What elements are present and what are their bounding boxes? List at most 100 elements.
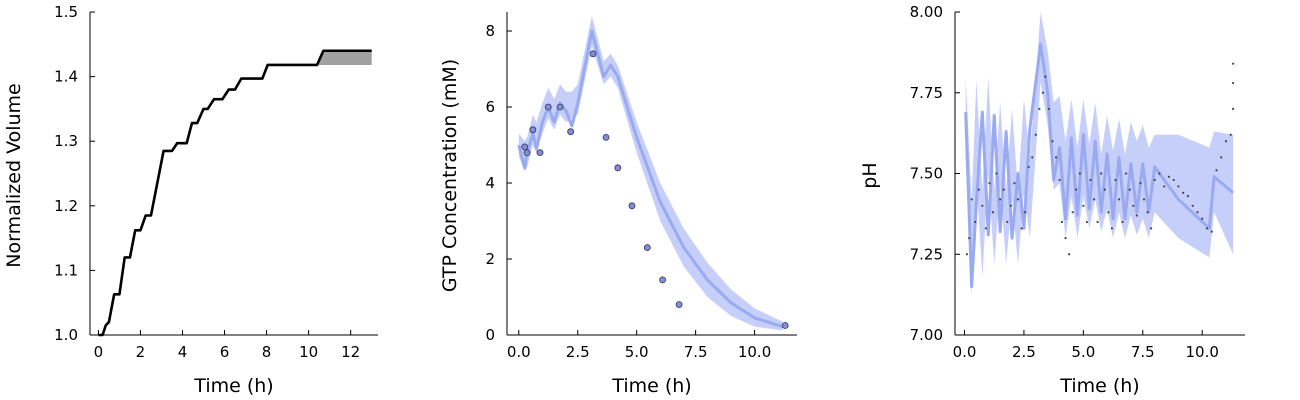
y-tick-label: 8.00 [910, 3, 943, 21]
data-point [1158, 172, 1161, 175]
data-point [1224, 140, 1228, 143]
data-point [1125, 172, 1128, 175]
x-tick-label: 0 [94, 343, 104, 361]
x-axis-title: Time (h) [611, 375, 691, 397]
data-point [1229, 133, 1232, 136]
data-point [1047, 107, 1050, 110]
series-line [517, 29, 784, 329]
data-point [1041, 91, 1045, 94]
data-point [1024, 211, 1027, 214]
data-point [781, 322, 789, 329]
data-point [1220, 156, 1223, 159]
data-point [1135, 214, 1138, 217]
data-point [1182, 191, 1185, 194]
data-point [659, 276, 667, 284]
data-point [1146, 211, 1149, 214]
x-axis-title: Time (h) [1059, 375, 1139, 397]
y-tick-label: 8 [485, 22, 495, 40]
data-point [1044, 75, 1047, 78]
x-tick-label: 0.0 [507, 343, 531, 361]
data-point [675, 301, 683, 309]
data-point [1172, 178, 1175, 182]
y-tick-label: 1.2 [54, 197, 78, 215]
y-tick-label: 1.1 [54, 261, 78, 279]
x-tick-label: 2.5 [566, 343, 590, 361]
data-point [1016, 198, 1020, 201]
chart-volume: 0 2 4 6 8 10 12 1.0 1.1 1.2 1.3 1.4 1.5 Time (h) Norma… [3, 3, 378, 397]
x-tick-label: 0.0 [953, 343, 977, 361]
chart-gtp: 0.0 2.5 5.0 7.5 10.0 0 2 4 6 8 Time (h) GTP Concent… [439, 12, 797, 397]
data-point [523, 149, 531, 157]
data-point [1092, 198, 1096, 201]
data-point [1089, 178, 1092, 182]
data-point [1006, 220, 1009, 224]
y-axis-title: GTP Concentration (mM) [439, 59, 461, 292]
series-line [964, 42, 1235, 289]
data-point [1054, 156, 1058, 159]
x-tick-label: 4 [178, 343, 188, 361]
x-tick-label: 10.0 [738, 343, 771, 361]
y-tick-label: 0 [485, 326, 495, 344]
data-point [1191, 204, 1194, 207]
data-point [1078, 172, 1081, 175]
data-point [589, 50, 597, 58]
x-tick-label: 5.0 [625, 343, 649, 361]
data-point [1071, 211, 1074, 214]
data-point [1038, 107, 1041, 110]
data-point [1075, 188, 1078, 191]
data-point [614, 164, 622, 172]
data-point [1210, 230, 1213, 233]
y-tick-label: 1.4 [54, 68, 78, 86]
data-point [1114, 178, 1117, 182]
data-point [999, 198, 1002, 201]
y-tick-label: 7.25 [910, 245, 943, 263]
data-point [643, 244, 651, 252]
data-point [1121, 220, 1124, 224]
x-tick-label: 12 [341, 343, 360, 361]
data-point [1034, 133, 1037, 136]
y-tick-label: 1.0 [54, 326, 78, 344]
x-tick-label: 6 [220, 343, 230, 361]
data-point [968, 237, 971, 240]
data-point [1031, 156, 1034, 159]
y-tick-label: 7.50 [910, 165, 943, 183]
data-point [521, 143, 529, 151]
data-point [1009, 204, 1012, 207]
y-tick-label: 1.3 [54, 132, 78, 150]
data-point [1163, 185, 1166, 188]
data-point [1060, 220, 1064, 224]
y-axis-title: pH [859, 162, 881, 188]
data-point [1232, 81, 1235, 85]
data-point [536, 149, 544, 157]
data-point [602, 133, 610, 141]
confidence-band [965, 12, 1234, 297]
data-point [1150, 227, 1153, 230]
x-tick-label: 10 [299, 343, 318, 361]
data-point [1096, 220, 1099, 224]
data-point [1013, 182, 1016, 185]
x-tick-label: 2 [136, 343, 146, 361]
data-point [1051, 140, 1054, 143]
chart-ph: 0.0 2.5 5.0 7.5 10.0 7.00 7.25 7.50 7.75 8.00 Time… [859, 3, 1245, 397]
data-point [529, 126, 537, 134]
data-point [1201, 217, 1204, 220]
y-tick-label: 7.00 [910, 326, 943, 344]
data-point [1002, 188, 1005, 191]
data-point [544, 103, 552, 111]
y-tick-label: 7.75 [910, 84, 943, 102]
y-tick-label: 2 [485, 250, 495, 268]
data-point [1186, 195, 1190, 198]
data-point [988, 182, 991, 185]
data-point [1128, 188, 1131, 191]
data-point [1167, 175, 1171, 178]
data-point [1020, 227, 1023, 230]
data-point [1232, 62, 1235, 65]
data-point [977, 188, 980, 191]
x-axis-title: Time (h) [193, 375, 273, 397]
x-tick-label: 7.5 [684, 343, 708, 361]
data-point [1082, 204, 1085, 207]
data-point [1110, 227, 1113, 230]
data-point [1058, 178, 1061, 182]
data-point [1196, 211, 1199, 214]
